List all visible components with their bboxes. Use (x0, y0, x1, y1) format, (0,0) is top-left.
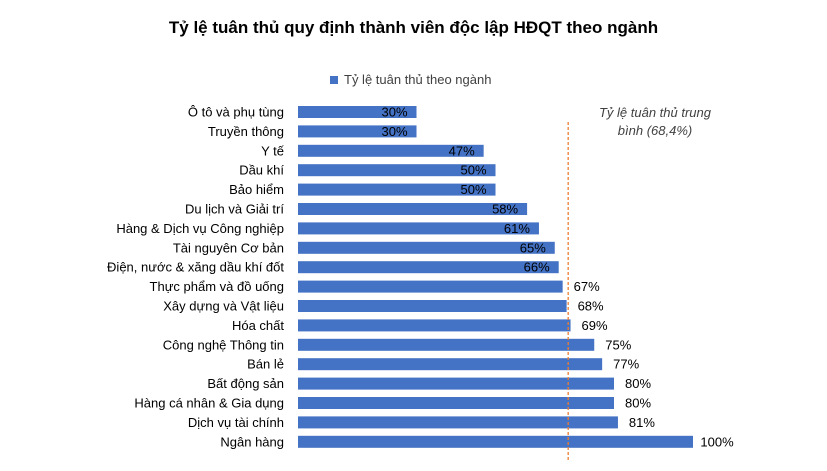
category-label: Tài nguyên Cơ bản (173, 240, 284, 255)
category-label: Bảo hiểm (229, 182, 284, 197)
data-label: 47% (449, 143, 475, 158)
bar (298, 319, 571, 332)
data-label: 68% (578, 299, 604, 314)
data-label: 61% (504, 221, 530, 236)
data-label: 81% (629, 415, 655, 430)
data-label: 69% (582, 318, 608, 333)
bar (298, 183, 496, 196)
bar (298, 377, 614, 390)
data-label: 66% (524, 260, 550, 275)
data-label: 80% (625, 376, 651, 391)
category-label: Hàng & Dịch vụ Công nghiệp (116, 221, 284, 236)
data-label: 50% (460, 163, 486, 178)
category-label: Điện, nước & xăng dầu khí đốt (107, 260, 284, 275)
bar (298, 241, 555, 254)
bar (298, 203, 528, 215)
bar (298, 338, 595, 351)
legend: Tỷ lệ tuân thủ theo ngành (330, 72, 491, 87)
category-label: Y tế (261, 143, 285, 158)
category-label: Dầu khí (239, 163, 284, 178)
bar (298, 358, 603, 371)
category-label: Xây dựng và Vật liệu (163, 299, 284, 314)
data-label: 58% (492, 202, 518, 217)
category-label: Thực phẩm và đồ uống (150, 279, 284, 294)
data-label: 50% (460, 182, 486, 197)
data-label: 77% (613, 357, 639, 372)
bar (298, 164, 496, 177)
data-label: 67% (574, 279, 600, 294)
bar (298, 397, 614, 409)
category-label: Ngân hàng (220, 434, 284, 449)
average-annotation-line1: Tỷ lệ tuân thủ trung (598, 105, 711, 120)
bar (298, 280, 563, 293)
data-label: 75% (605, 337, 631, 352)
data-label: 30% (381, 124, 407, 139)
category-label: Hàng cá nhân & Gia dụng (134, 396, 284, 411)
average-annotation-line2: bình (68,4%) (617, 123, 693, 138)
chart-title: Tỷ lệ tuân thủ quy định thành viên độc l… (168, 18, 659, 37)
category-label: Dịch vụ tài chính (188, 415, 284, 430)
bar (298, 106, 417, 118)
data-label: 30% (381, 105, 407, 120)
legend-swatch (330, 75, 338, 84)
legend-label: Tỷ lệ tuân thủ theo ngành (344, 72, 492, 87)
average-annotation: Tỷ lệ tuân thủ trung bình (68,4%) (575, 104, 735, 140)
category-label: Truyền thông (208, 124, 284, 139)
category-label: Du lịch và Giải trí (185, 202, 284, 217)
bar (298, 300, 567, 312)
data-label: 80% (625, 396, 651, 411)
category-label: Hóa chất (232, 318, 284, 333)
data-label: 100% (700, 434, 734, 449)
data-label: 65% (520, 240, 546, 255)
bar (298, 435, 693, 448)
category-label: Bán lẻ (247, 357, 284, 372)
bar (298, 144, 484, 157)
bar (298, 416, 618, 429)
category-label: Bất động sản (207, 376, 284, 391)
category-label: Công nghệ Thông tin (163, 337, 284, 352)
bar (298, 222, 539, 235)
bar (298, 125, 417, 138)
bar (298, 261, 559, 274)
category-label: Ô tô và phụ tùng (188, 105, 284, 120)
